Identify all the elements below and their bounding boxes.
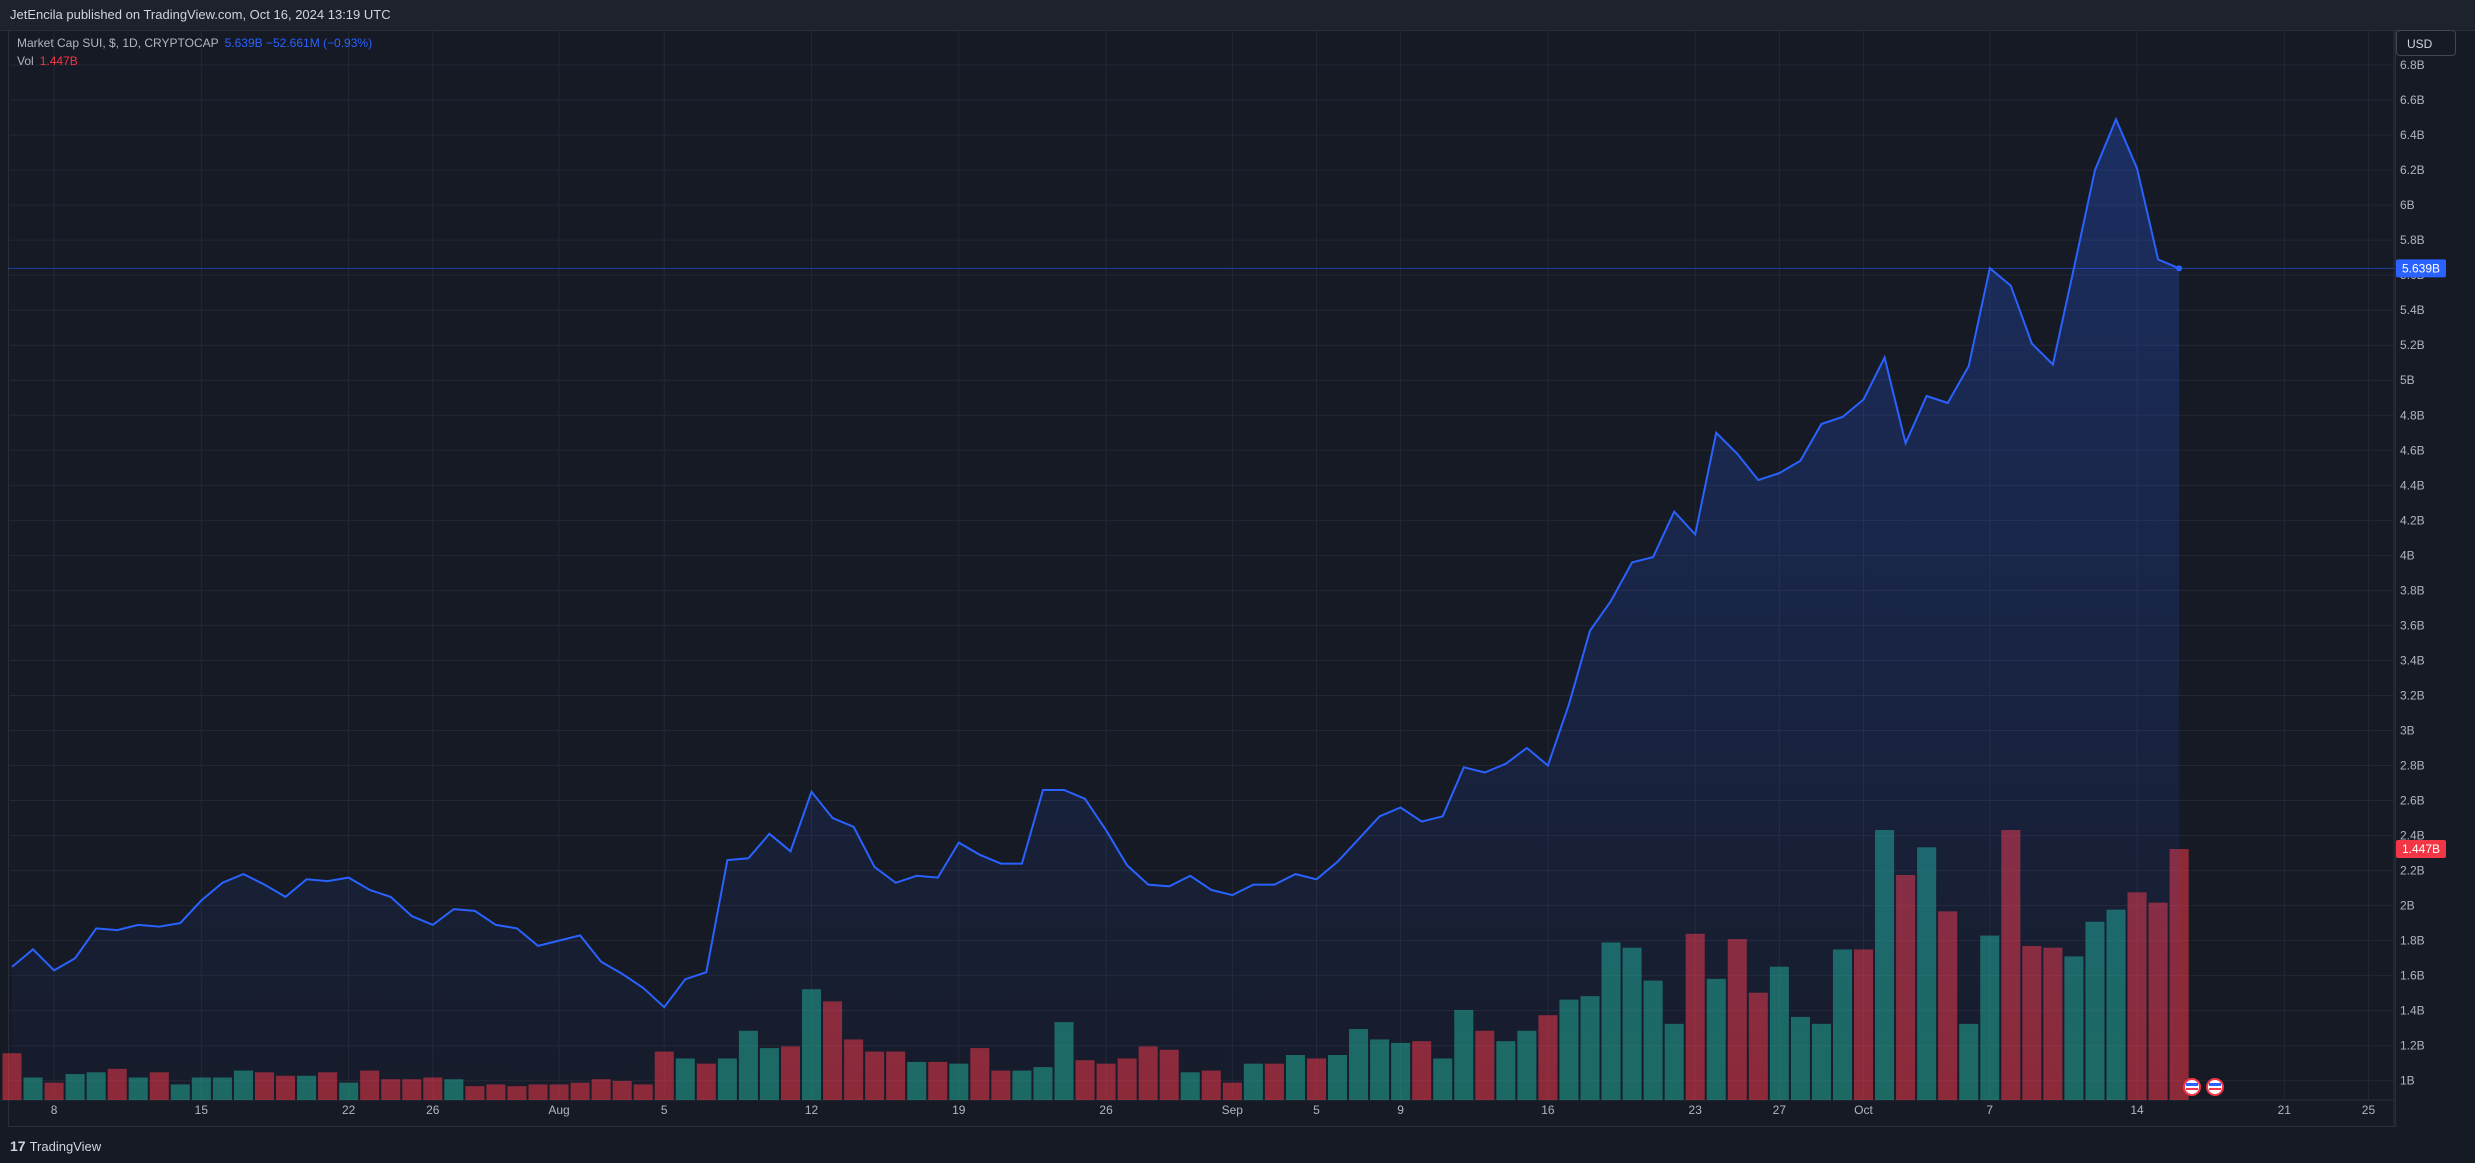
y-tick-label: 1.8B (2400, 934, 2425, 948)
x-tick-label: 8 (51, 1103, 58, 1117)
y-tick-label: 6.2B (2400, 163, 2425, 177)
symbol-legend-row: Market Cap SUI, $, 1D, CRYPTOCAP 5.639B −… (17, 34, 372, 52)
x-tick-label: 27 (1773, 1103, 1787, 1117)
y-tick-label: 1.4B (2400, 1004, 2425, 1018)
y-tick-label: 5B (2400, 373, 2415, 387)
chart-legend: Market Cap SUI, $, 1D, CRYPTOCAP 5.639B −… (17, 34, 372, 70)
y-tick-label: 6.6B (2400, 93, 2425, 107)
volume-legend-row: Vol 1.447B (17, 52, 372, 70)
symbol-value: 5.639B −52.661M (−0.93%) (224, 36, 373, 50)
time-axis[interactable]: 8 15 22 26 Aug 5 12 19 26 Sep 5 9 16 23 27 Oct 7 14 21 25 (51, 1103, 2376, 1117)
x-tick-label: 25 (2362, 1103, 2376, 1117)
y-tick-label: 2.8B (2400, 759, 2425, 773)
x-tick-label: Aug (548, 1103, 569, 1117)
y-tick-label: 6.4B (2400, 128, 2425, 142)
symbol-text: Market Cap SUI, $, 1D, CRYPTOCAP (17, 36, 219, 50)
tradingview-logo-icon: 17 (10, 1138, 26, 1154)
price-axis[interactable]: 1B 1.2B 1.4B 1.6B 1.8B 2B 2.2B 2.4B 2.6B 2.8B 3B 3.… (2400, 58, 2425, 1088)
x-tick-label: 26 (426, 1103, 440, 1117)
y-tick-label: 4.6B (2400, 443, 2425, 457)
y-tick-label: 3.8B (2400, 583, 2425, 597)
last-volume-badge: 1.447B (2396, 840, 2446, 859)
x-tick-label: 22 (342, 1103, 356, 1117)
y-tick-label: 4B (2400, 548, 2415, 562)
x-tick-label: 26 (1099, 1103, 1113, 1117)
y-tick-label: 4.4B (2400, 478, 2425, 492)
last-volume-badge-text: 1.447B (2402, 842, 2440, 856)
last-value-dot (2176, 265, 2183, 272)
y-tick-label: 1.6B (2400, 969, 2425, 983)
y-tick-label: 3.2B (2400, 688, 2425, 702)
event-markers[interactable] (2183, 1078, 2224, 1096)
tradingview-logo[interactable]: 17 TradingView (10, 1138, 101, 1154)
y-tick-label: 5.8B (2400, 233, 2425, 247)
x-tick-label: 15 (195, 1103, 209, 1117)
x-tick-label: 12 (805, 1103, 819, 1117)
y-tick-label: 2B (2400, 899, 2415, 913)
us-flag-event-icon[interactable] (2183, 1078, 2201, 1096)
y-tick-label: 2.6B (2400, 794, 2425, 808)
y-tick-label: 2.4B (2400, 829, 2425, 843)
header-bar: JetEncila published on TradingView.com, … (0, 0, 2475, 31)
y-tick-label: 1.2B (2400, 1039, 2425, 1053)
y-tick-label: 3.4B (2400, 653, 2425, 667)
y-tick-label: 5.4B (2400, 303, 2425, 317)
y-tick-label: 3B (2400, 723, 2415, 737)
y-tick-label: 4.8B (2400, 408, 2425, 422)
chart-pane[interactable] (8, 30, 2396, 1127)
volume-value: 1.447B (39, 54, 78, 68)
x-tick-label: 5 (1313, 1103, 1320, 1117)
last-volume-badge-bg (2396, 840, 2446, 859)
market-cap-area (12, 119, 2180, 1101)
y-tick-label: 5.2B (2400, 338, 2425, 352)
y-tick-label: 3.6B (2400, 618, 2425, 632)
x-tick-label: 23 (1689, 1103, 1703, 1117)
y-tick-label: 6B (2400, 198, 2415, 212)
x-tick-label: 7 (1986, 1103, 1993, 1117)
x-tick-label: 19 (952, 1103, 966, 1117)
last-value-badge: 5.639B (2396, 259, 2446, 278)
tradingview-logo-text: TradingView (29, 1139, 102, 1154)
x-tick-label: 16 (1541, 1103, 1555, 1117)
x-tick-label: 21 (2278, 1103, 2292, 1117)
axis-value-labels: 5.639B 1.447B (2396, 259, 2446, 859)
x-tick-label: Oct (1854, 1103, 1873, 1117)
us-flag-event-icon[interactable] (2206, 1078, 2224, 1096)
y-tick-label: 4.2B (2400, 513, 2425, 527)
volume-label: Vol (17, 54, 34, 68)
x-tick-label: 9 (1397, 1103, 1404, 1117)
footer-bar (0, 1128, 2475, 1163)
x-tick-label: Sep (1222, 1103, 1244, 1117)
currency-button[interactable]: USD (2396, 30, 2456, 56)
y-tick-label: 6.8B (2400, 58, 2425, 72)
market-cap-line (11, 116, 2180, 1009)
last-value-badge-text: 5.639B (2402, 261, 2440, 275)
x-tick-label: 14 (2130, 1103, 2144, 1117)
y-tick-label: 2.2B (2400, 864, 2425, 878)
last-value-badge-bg (2396, 259, 2446, 278)
x-tick-label: 5 (661, 1103, 668, 1117)
y-tick-label: 1B (2400, 1074, 2415, 1088)
publisher-text: JetEncila published on TradingView.com, … (10, 7, 391, 22)
